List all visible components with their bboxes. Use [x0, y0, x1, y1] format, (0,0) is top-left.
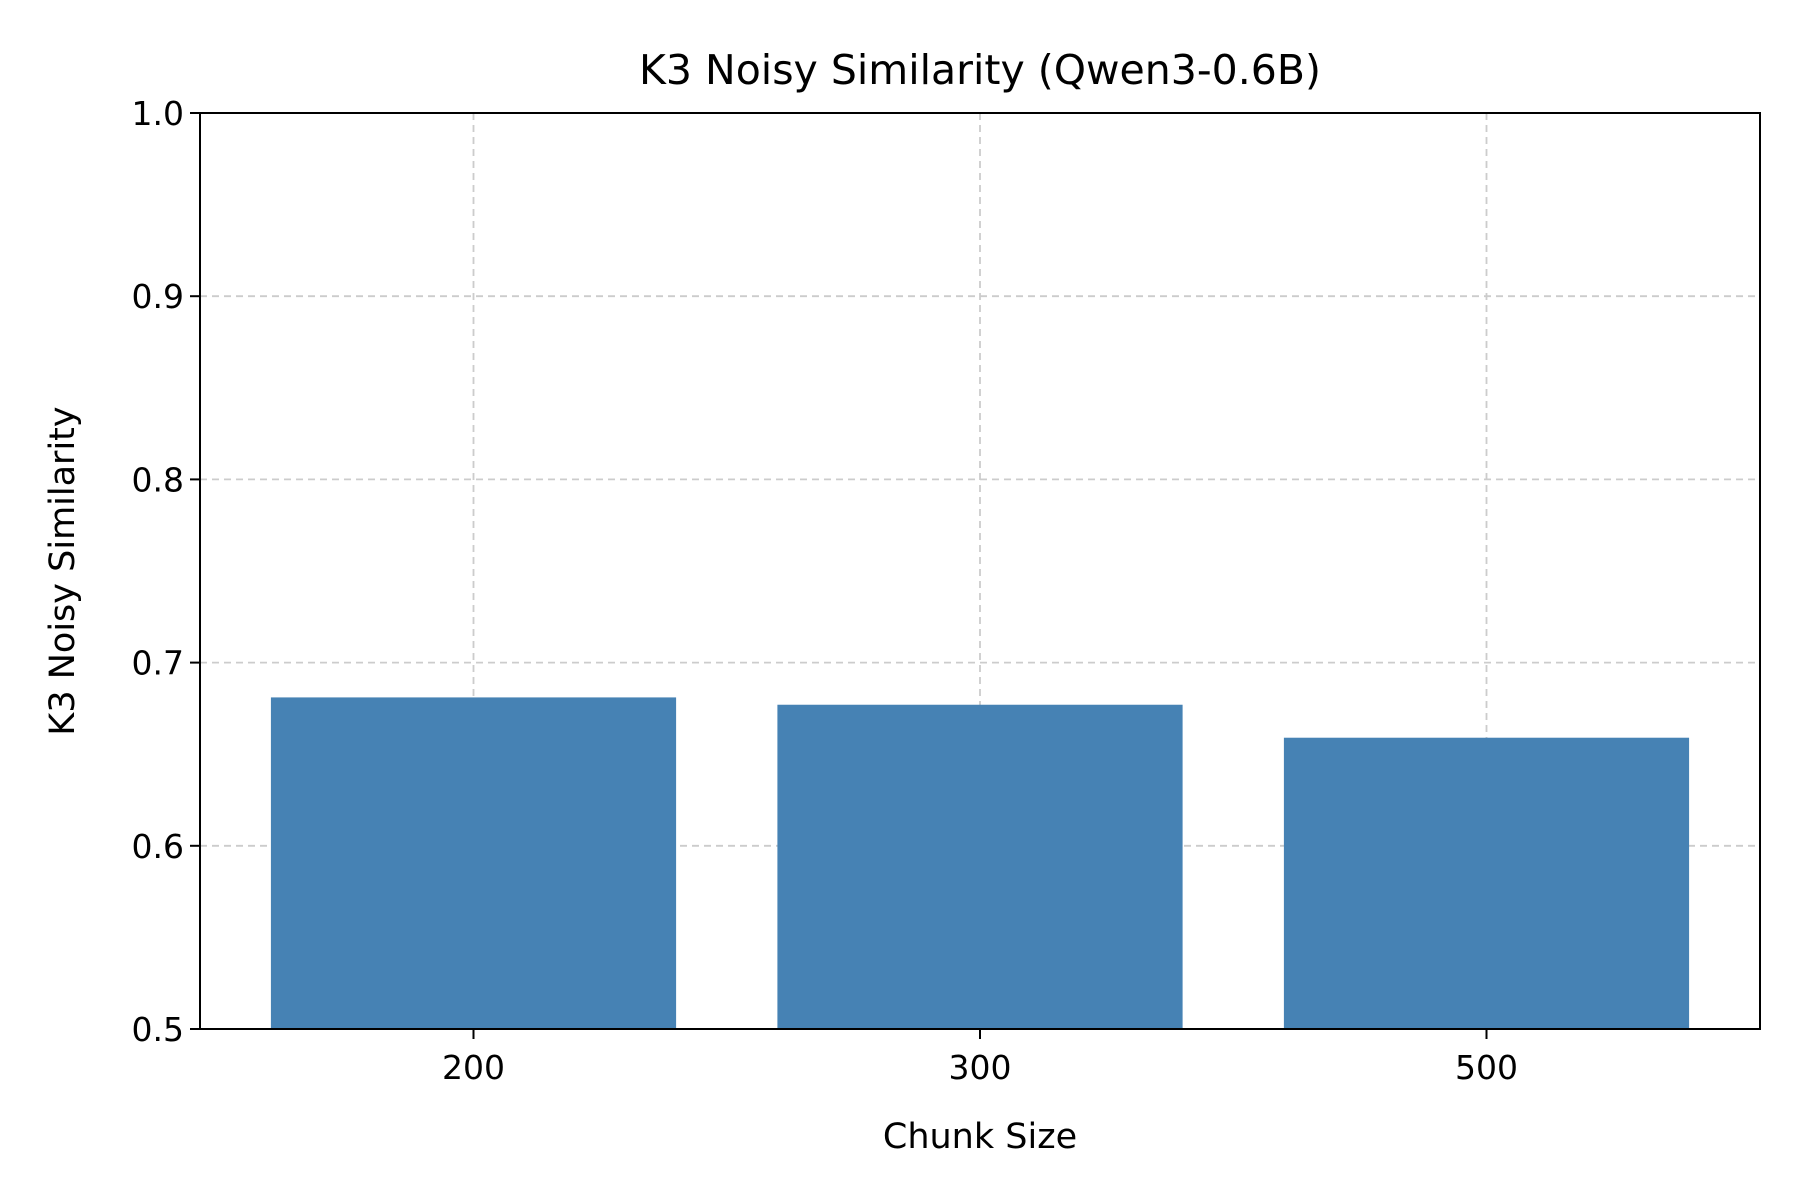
- bar-200: [270, 697, 677, 1029]
- y-tick-label: 0.9: [132, 277, 184, 316]
- bar-300: [777, 704, 1183, 1029]
- bar-500: [1283, 737, 1690, 1029]
- y-tick-label: 0.6: [132, 827, 184, 866]
- y-tick-label: 1.0: [132, 94, 184, 133]
- x-tick-label: 200: [442, 1048, 505, 1087]
- x-axis-title: Chunk Size: [883, 1117, 1077, 1157]
- y-tick-label: 0.7: [132, 644, 184, 683]
- y-tick-label: 0.8: [132, 460, 184, 499]
- bars: [270, 697, 1690, 1029]
- y-axis-title: K3 Noisy Similarity: [43, 406, 83, 735]
- y-axis-ticks: 0.5 0.6 0.7 0.8 0.9 1.0: [132, 94, 200, 1049]
- y-tick-label: 0.5: [132, 1010, 184, 1049]
- x-axis-ticks: 200 300 500: [442, 1029, 1518, 1087]
- chart-title: K3 Noisy Similarity (Qwen3-0.6B): [639, 46, 1321, 94]
- x-tick-label: 500: [1455, 1048, 1518, 1087]
- x-tick-label: 300: [949, 1048, 1012, 1087]
